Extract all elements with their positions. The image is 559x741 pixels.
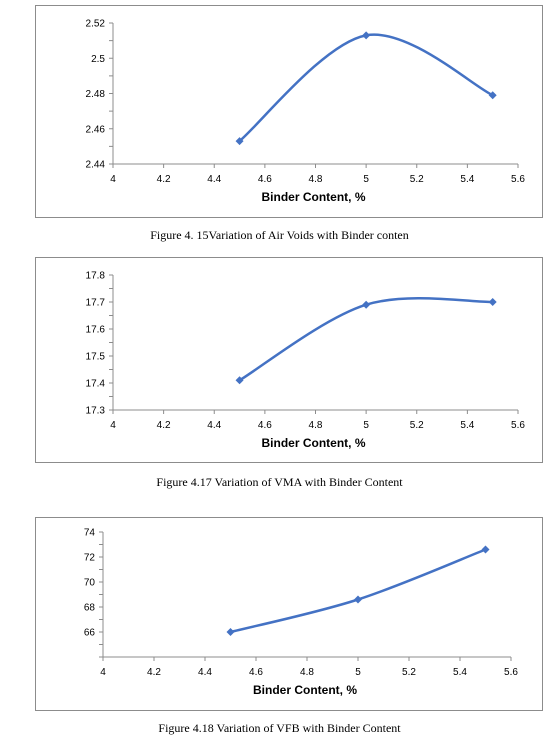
vfb-y-tick-label: 70 bbox=[84, 578, 96, 589]
vfb-y-tick-label: 68 bbox=[84, 603, 96, 614]
air-voids-data-point bbox=[362, 31, 371, 40]
air-voids-x-tick-label: 4 bbox=[110, 174, 116, 185]
vma-data-point bbox=[235, 376, 244, 385]
vfb-x-tick-label: 4 bbox=[100, 667, 106, 678]
vfb-data-point bbox=[226, 628, 235, 636]
air-voids-x-tick-label: 4.8 bbox=[309, 174, 323, 185]
vfb-x-tick-label: 4.8 bbox=[300, 667, 314, 678]
vfb-x-tick-label: 5 bbox=[355, 667, 361, 678]
vma-y-tick-label: 17.4 bbox=[86, 379, 106, 390]
vma-x-tick-label: 5.2 bbox=[410, 420, 424, 431]
vma-y-tick-label: 17.8 bbox=[86, 271, 106, 282]
air-voids-chart: 4 4.2 4.4 4.6 4.8 5 5.2 5.4 5.6 2.44 2.46 2.48 2.5 2.… bbox=[35, 5, 543, 218]
vfb-x-tick-label: 5.6 bbox=[504, 667, 518, 678]
vma-x-tick-label: 4.4 bbox=[207, 420, 221, 431]
air-voids-x-tick-label: 4.6 bbox=[258, 174, 272, 185]
vma-x-tick-label: 4.8 bbox=[309, 420, 323, 431]
vma-chart-svg: 4 4.2 4.4 4.6 4.8 5 5.2 5.4 5.6 17.3 17.4 17.5 17.6 1… bbox=[86, 271, 526, 451]
vfb-y-tick-label: 66 bbox=[84, 628, 96, 639]
air-voids-x-tick-label: 5 bbox=[363, 174, 369, 185]
air-voids-y-tick-label: 2.52 bbox=[86, 19, 106, 30]
vfb-x-tick-label: 5.2 bbox=[402, 667, 416, 678]
air-voids-x-tick-label: 5.4 bbox=[460, 174, 474, 185]
vma-x-tick-label: 5 bbox=[363, 420, 369, 431]
air-voids-series-line bbox=[238, 33, 494, 143]
vma-x-tick-label: 4 bbox=[110, 420, 116, 431]
air-voids-x-tick-label: 4.2 bbox=[157, 174, 171, 185]
air-voids-x-tick-label: 5.6 bbox=[511, 174, 525, 185]
vfb-series-line bbox=[229, 548, 487, 634]
figure-caption-4-18: Figure 4.18 Variation of VFB with Binder… bbox=[158, 721, 401, 735]
vfb-chart: 4 4.2 4.4 4.6 4.8 5 5.2 5.4 5.6 66 68 70 72 74 Binder … bbox=[35, 517, 543, 711]
vfb-y-tick-label: 72 bbox=[84, 553, 96, 564]
vfb-x-tick-label: 5.4 bbox=[453, 667, 467, 678]
vfb-x-tick-label: 4.6 bbox=[249, 667, 263, 678]
vma-data-point bbox=[362, 300, 371, 309]
vfb-y-tick-label: 74 bbox=[84, 528, 96, 539]
vfb-data-point bbox=[481, 545, 490, 554]
vma-y-tick-label: 17.5 bbox=[86, 352, 106, 363]
air-voids-x-tick-label: 5.2 bbox=[410, 174, 424, 185]
figure-caption-4-15: Figure 4. 15Variation of Air Voids with … bbox=[150, 228, 409, 242]
vfb-x-tick-label: 4.4 bbox=[198, 667, 212, 678]
air-voids-chart-svg: 4 4.2 4.4 4.6 4.8 5 5.2 5.4 5.6 2.44 2.46 2.48 2.5 2.… bbox=[86, 19, 526, 205]
air-voids-x-axis-label: Binder Content, % bbox=[262, 190, 366, 204]
vfb-x-axis-label: Binder Content, % bbox=[253, 683, 357, 697]
vma-y-tick-label: 17.3 bbox=[86, 406, 106, 417]
vfb-data-point bbox=[354, 595, 362, 604]
air-voids-y-tick-label: 2.46 bbox=[86, 124, 106, 135]
vma-series-line bbox=[238, 297, 494, 382]
air-voids-y-tick-label: 2.48 bbox=[86, 89, 106, 100]
vma-x-tick-label: 5.4 bbox=[460, 420, 474, 431]
vma-x-tick-label: 5.6 bbox=[511, 420, 525, 431]
vma-y-tick-label: 17.6 bbox=[86, 325, 106, 336]
air-voids-x-tick-label: 4.4 bbox=[207, 174, 221, 185]
air-voids-data-point bbox=[235, 137, 244, 146]
air-voids-y-tick-label: 2.5 bbox=[91, 54, 105, 65]
vma-chart: 4 4.2 4.4 4.6 4.8 5 5.2 5.4 5.6 17.3 17.4 17.5 17.6 1… bbox=[35, 257, 543, 463]
vfb-x-tick-label: 4.2 bbox=[147, 667, 161, 678]
vma-x-tick-label: 4.6 bbox=[258, 420, 272, 431]
vma-x-axis-label: Binder Content, % bbox=[262, 436, 366, 450]
vma-x-tick-label: 4.2 bbox=[157, 420, 171, 431]
vma-data-point bbox=[488, 298, 497, 306]
air-voids-data-point bbox=[488, 91, 497, 100]
vma-y-tick-label: 17.7 bbox=[86, 298, 106, 309]
air-voids-y-tick-label: 2.44 bbox=[86, 160, 106, 171]
vfb-chart-svg: 4 4.2 4.4 4.6 4.8 5 5.2 5.4 5.6 66 68 70 72 74 Binder … bbox=[84, 528, 519, 698]
figure-caption-4-17: Figure 4.17 Variation of VMA with Binder… bbox=[156, 475, 403, 489]
